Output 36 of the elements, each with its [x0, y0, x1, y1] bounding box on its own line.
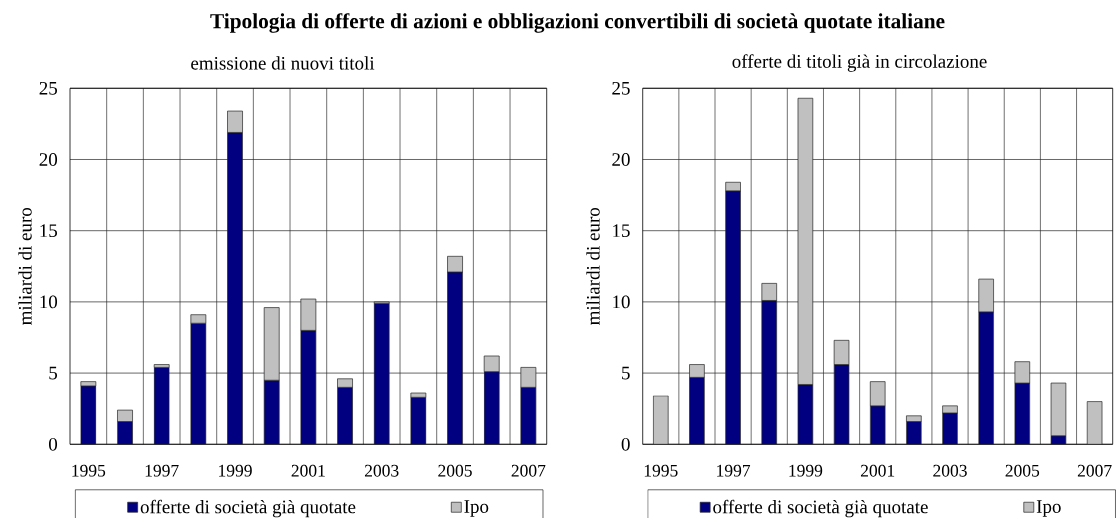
- x-tick-label: 2003: [364, 464, 399, 477]
- x-tick-label: 1997: [145, 464, 179, 477]
- y-tick-label: 20: [612, 153, 630, 166]
- x-tick-label: 2007: [511, 464, 546, 477]
- chart-subtitle: offerte di titoli già in circolazione: [732, 54, 987, 72]
- x-tick-label: 2003: [933, 464, 967, 477]
- y-tick-label: 20: [39, 153, 58, 166]
- chart-subtitle: emissione di nuovi titoli: [191, 56, 375, 70]
- y-tick-label: 10: [40, 295, 58, 309]
- x-tick-label: 2005: [1005, 464, 1040, 477]
- y-tick-label: 0: [49, 437, 58, 451]
- y-axis-title: miliardi di euro: [18, 207, 32, 325]
- x-tick-label: 2007: [1077, 464, 1112, 477]
- x-tick-label: 2001: [860, 464, 895, 477]
- y-tick-label: 25: [39, 81, 58, 95]
- y-tick-label: 15: [613, 224, 630, 238]
- y-axis-title: miliardi di euro: [586, 207, 600, 325]
- y-tick-label: 10: [613, 295, 630, 309]
- x-tick-label: 2001: [291, 464, 325, 477]
- legend-label: offerte di società già quotate: [713, 499, 928, 518]
- y-tick-label: 5: [622, 366, 630, 380]
- bar: [80, 385, 97, 445]
- x-tick-label: 2005: [438, 464, 472, 477]
- x-tick-label: 1999: [789, 464, 823, 477]
- x-tick-label: 1995: [72, 464, 106, 477]
- y-tick-label: 0: [621, 437, 630, 451]
- legend-label: Ipo: [1036, 500, 1061, 517]
- x-tick-label: 1995: [644, 464, 678, 477]
- x-tick-label: 1999: [219, 464, 252, 477]
- y-tick-label: 15: [40, 224, 58, 238]
- chart-title: Tipologia di offerte di azioni e obbligazioni convertibili di società quotate italiane: [210, 13, 945, 33]
- y-tick-label: 25: [612, 81, 630, 95]
- y-tick-label: 5: [49, 366, 58, 380]
- x-tick-label: 1997: [717, 464, 751, 477]
- legend-label: Ipo: [464, 500, 489, 517]
- legend-label: offerte di società già quotate: [140, 499, 356, 518]
